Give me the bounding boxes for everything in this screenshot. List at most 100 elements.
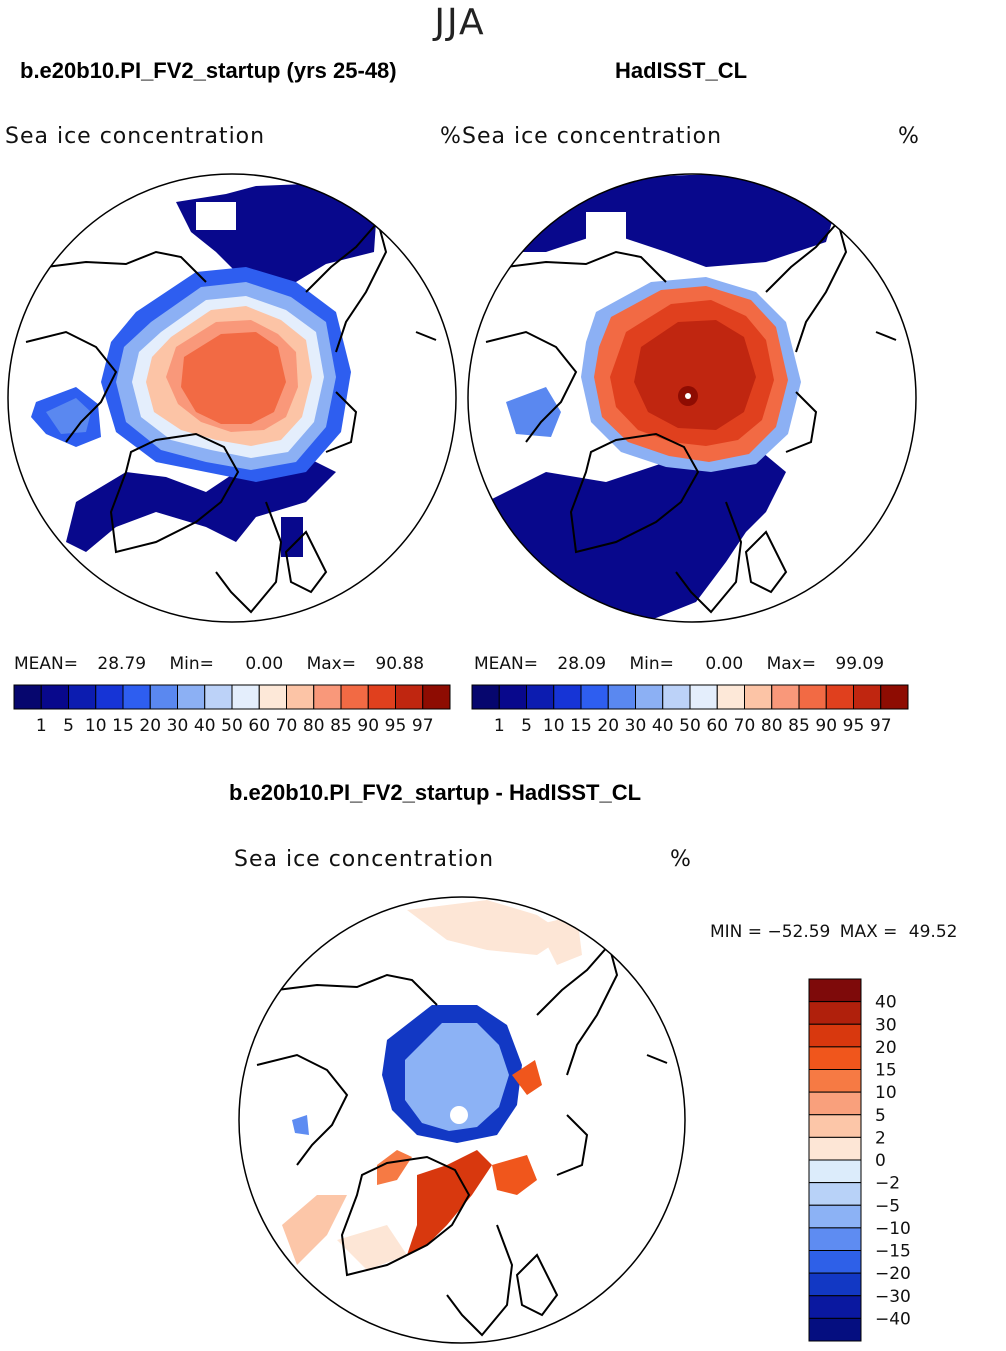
colorbar-box <box>471 684 500 710</box>
colorbar-box <box>808 1250 862 1274</box>
colorbar-tick-label: −10 <box>875 1219 911 1239</box>
colorbar-box <box>808 1136 862 1161</box>
colorbar-box <box>808 1023 862 1048</box>
colorbar-box <box>808 1159 862 1184</box>
map-border <box>467 173 917 623</box>
colorbar-box <box>553 684 582 710</box>
colorbar-box <box>798 684 827 710</box>
diff-variable-label: Sea ice concentration <box>234 847 495 872</box>
colorbar-tick-label: 70 <box>276 716 298 736</box>
colorbar-tick-label: 20 <box>597 716 619 736</box>
colorbar-tick-label: −5 <box>875 1196 900 1216</box>
colorbar-box <box>808 1204 862 1229</box>
obs-colorbar: 1 5 10 15 20 30 40 50 60 70 80 85 90 95 97 <box>471 684 909 736</box>
left-panel-title: b.e20b10.PI_FV2_startup (yrs 25-48) <box>20 58 397 83</box>
colorbar-tick-label: 60 <box>248 716 270 736</box>
colorbar-box <box>177 684 206 710</box>
max-value: 99.09 <box>835 654 885 674</box>
colorbar-tick-label: 40 <box>194 716 216 736</box>
colorbar-tick-label: 5 <box>875 1106 886 1126</box>
colorbar-box <box>808 1295 862 1319</box>
colorbar-tick-label: 1 <box>36 716 47 736</box>
model-colorbar: 1 5 10 15 20 30 40 50 60 70 80 85 90 95 97 <box>13 684 451 736</box>
colorbar-box <box>808 1001 862 1025</box>
map-border <box>238 896 686 1344</box>
obs-polar-map <box>467 173 917 623</box>
colorbar-tick-label: 5 <box>63 716 74 736</box>
colorbar-tick-label: 60 <box>706 716 728 736</box>
colorbar-tick-label: 15 <box>570 716 592 736</box>
colorbar-tick-label: 50 <box>679 716 701 736</box>
colorbar-box <box>853 684 882 710</box>
colorbar-tick-label: 10 <box>543 716 565 736</box>
colorbar-box <box>808 1227 862 1251</box>
colorbar-tick-label: −30 <box>875 1287 911 1307</box>
max-label: MAX = <box>839 922 898 942</box>
colorbar-box <box>744 684 773 710</box>
colorbar-box <box>716 684 745 710</box>
colorbar-tick-label: 95 <box>385 716 407 736</box>
min-value: −52.59 <box>767 922 831 942</box>
colorbar-tick-label: 5 <box>521 716 532 736</box>
colorbar-tick-label: 40 <box>652 716 674 736</box>
colorbar-box <box>149 684 178 710</box>
colorbar-box <box>40 684 69 710</box>
left-variable-label: Sea ice concentration <box>5 124 266 149</box>
model-polar-map <box>7 173 457 623</box>
diff-field-barents-positive <box>407 1150 492 1255</box>
diff-field-central-negative <box>405 1023 509 1131</box>
colorbar-box <box>808 1317 862 1342</box>
ice-field-core <box>634 320 756 430</box>
colorbar-box <box>771 684 800 710</box>
max-label: Max= <box>766 654 816 674</box>
mean-label: MEAN= <box>14 654 78 674</box>
colorbar-box <box>635 684 664 710</box>
season-title: JJA <box>434 2 486 43</box>
colorbar-tick-label: 30 <box>875 1015 897 1035</box>
mean-value: 28.09 <box>557 654 607 674</box>
right-stats: MEAN= 28.09 Min= 0.00 Max= 99.09 <box>474 654 884 674</box>
colorbar-tick-label: −20 <box>875 1264 911 1284</box>
colorbar-box <box>808 1272 862 1297</box>
diff-units-label: % <box>670 847 692 872</box>
colorbar-box <box>498 684 527 710</box>
colorbar-tick-label: 15 <box>875 1061 897 1081</box>
colorbar-tick-label: 10 <box>85 716 107 736</box>
colorbar-box <box>231 684 260 710</box>
colorbar-box <box>808 1046 862 1070</box>
colorbar-tick-label: 90 <box>357 716 379 736</box>
coastlines <box>256 942 668 1337</box>
min-label: Min= <box>169 654 214 674</box>
max-value: 90.88 <box>375 654 425 674</box>
colorbar-tick-label: −15 <box>875 1242 911 1262</box>
coastlines <box>485 219 897 614</box>
right-variable-label: Sea ice concentration <box>462 124 723 149</box>
colorbar-tick-label: 30 <box>625 716 647 736</box>
min-value: 0.00 <box>245 654 284 674</box>
colorbar-tick-label: 90 <box>815 716 837 736</box>
map-border <box>7 173 457 623</box>
colorbar-tick-label: 97 <box>412 716 434 736</box>
colorbar-box <box>526 684 555 710</box>
max-label: Max= <box>306 654 356 674</box>
colorbar-tick-label: −2 <box>875 1174 900 1194</box>
colorbar-tick-label: 0 <box>875 1151 886 1171</box>
colorbar-tick-label: 1 <box>494 716 505 736</box>
mean-value: 28.79 <box>97 654 147 674</box>
colorbar-tick-label: 20 <box>875 1038 897 1058</box>
colorbar-box <box>258 684 287 710</box>
colorbar-box <box>204 684 233 710</box>
colorbar-box <box>808 1091 862 1116</box>
colorbar-box <box>808 978 862 1003</box>
colorbar-tick-label: 2 <box>875 1128 886 1148</box>
colorbar-tick-label: 80 <box>303 716 325 736</box>
colorbar-box <box>286 684 315 710</box>
colorbar-tick-label: −40 <box>875 1309 911 1329</box>
left-units-label: % <box>440 124 462 149</box>
colorbar-tick-label: 20 <box>139 716 161 736</box>
right-panel-title: HadISST_CL <box>615 58 748 83</box>
colorbar-tick-label: 50 <box>221 716 243 736</box>
max-value: 49.52 <box>908 922 958 942</box>
colorbar-box <box>395 684 424 710</box>
